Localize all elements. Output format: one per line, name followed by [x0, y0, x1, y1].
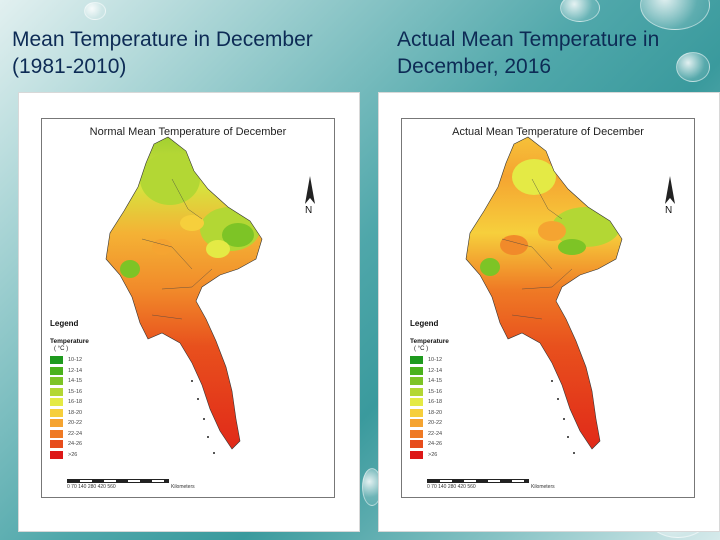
legend-row: 10-12 [410, 355, 500, 366]
legend-label: 22-24 [68, 430, 83, 437]
map-title: Actual Mean Temperature of December [452, 126, 644, 138]
actual-temperature-map-panel: Actual Mean Temperature of December N Le… [378, 92, 720, 532]
legend-label: 16-18 [68, 399, 83, 406]
legend-items: 10-12 12-14 14-15 15-16 16-18 18-20 20-22 22-24… [50, 355, 140, 460]
legend-swatch [50, 387, 63, 396]
legend-swatch [410, 356, 423, 365]
legend-row: 15-16 [410, 387, 500, 398]
legend: Legend Temperature ( °C ) 10-12 12-14 14-1… [410, 319, 500, 460]
legend-swatch [50, 440, 63, 449]
legend-swatch [50, 429, 63, 438]
legend-label: 18-20 [428, 409, 443, 416]
legend-swatch [410, 450, 423, 459]
scale-unit: Kilometers [531, 484, 555, 490]
legend-swatch [50, 419, 63, 428]
scale-bar-graphic [67, 479, 169, 483]
decorative-drop [84, 2, 106, 20]
decorative-drop [560, 0, 600, 22]
legend-row: 16-18 [410, 397, 500, 408]
scale-label: 0 70 140 280 420 560 [427, 484, 476, 490]
legend: Legend Temperature ( °C ) 10-12 12-14 14-1… [50, 319, 140, 460]
legend-label: 24-26 [68, 441, 83, 448]
map-frame: Actual Mean Temperature of December N Le… [401, 118, 695, 498]
legend-label: 18-20 [68, 409, 83, 416]
legend-row: 14-15 [50, 376, 140, 387]
legend-label: 22-24 [428, 430, 443, 437]
legend-label: >26 [428, 451, 438, 458]
legend-swatch [410, 429, 423, 438]
legend-row: 20-22 [50, 418, 140, 429]
legend-title: Legend [410, 319, 439, 328]
legend-label: 16-18 [428, 399, 443, 406]
legend-swatch [410, 440, 423, 449]
legend-label: >26 [68, 451, 78, 458]
legend-label: 15-16 [68, 388, 83, 395]
north-arrow-icon [665, 176, 675, 204]
legend-row: 22-24 [410, 429, 500, 440]
legend-label: 14-15 [428, 378, 443, 385]
normal-temperature-map-panel: Normal Mean Temperature of December N Le… [18, 92, 360, 532]
legend-row: 12-14 [410, 366, 500, 377]
legend-unit: ( °C ) [54, 346, 69, 352]
scale-label: 0 70 140 280 420 560 [67, 484, 116, 490]
legend-swatch [410, 398, 423, 407]
legend-row: 18-20 [50, 408, 140, 419]
legend-row: 20-22 [410, 418, 500, 429]
legend-label: 15-16 [428, 388, 443, 395]
legend-items: 10-12 12-14 14-15 15-16 16-18 18-20 20-22 22-24… [410, 355, 500, 460]
legend-swatch [50, 356, 63, 365]
legend-unit: ( °C ) [414, 346, 429, 352]
legend-label: 10-12 [428, 357, 443, 364]
north-arrow-icon [305, 176, 315, 204]
legend-label: 12-14 [428, 367, 443, 374]
legend-swatch [50, 377, 63, 386]
map-title: Normal Mean Temperature of December [89, 126, 287, 138]
left-slide-title: Mean Temperature in December (1981-2010) [12, 28, 313, 78]
scale-bar: 0 70 140 280 420 560 Kilometers [67, 479, 195, 493]
legend-row: 10-12 [50, 355, 140, 366]
legend-row: >26 [410, 450, 500, 461]
legend-swatch [410, 366, 423, 375]
legend-row: 16-18 [50, 397, 140, 408]
scale-bar-graphic [427, 479, 529, 483]
legend-swatch [50, 398, 63, 407]
legend-row: 24-26 [50, 439, 140, 450]
legend-subtitle: Temperature [50, 338, 89, 345]
legend-swatch [410, 419, 423, 428]
legend-label: 20-22 [68, 420, 83, 427]
map-frame: Normal Mean Temperature of December N Le… [41, 118, 335, 498]
legend-label: 14-15 [68, 378, 83, 385]
legend-row: 14-15 [410, 376, 500, 387]
decorative-drop [676, 52, 710, 82]
scale-bar: 0 70 140 280 420 560 Kilometers [427, 479, 555, 493]
myanmar-temperature-map [465, 136, 623, 454]
myanmar-temperature-map [105, 136, 263, 454]
legend-swatch [410, 408, 423, 417]
legend-label: 24-26 [428, 441, 443, 448]
legend-title: Legend [50, 319, 79, 328]
legend-label: 10-12 [68, 357, 83, 364]
legend-swatch [410, 387, 423, 396]
legend-label: 20-22 [428, 420, 443, 427]
legend-row: >26 [50, 450, 140, 461]
right-slide-title: Actual Mean Temperature in December, 201… [397, 28, 660, 78]
legend-label: 12-14 [68, 367, 83, 374]
north-label: N [665, 205, 673, 216]
legend-row: 18-20 [410, 408, 500, 419]
north-label: N [305, 205, 313, 216]
legend-row: 22-24 [50, 429, 140, 440]
legend-row: 15-16 [50, 387, 140, 398]
scale-unit: Kilometers [171, 484, 195, 490]
legend-swatch [50, 450, 63, 459]
legend-swatch [50, 408, 63, 417]
legend-swatch [50, 366, 63, 375]
legend-row: 12-14 [50, 366, 140, 377]
legend-row: 24-26 [410, 439, 500, 450]
legend-swatch [410, 377, 423, 386]
legend-subtitle: Temperature [410, 338, 449, 345]
